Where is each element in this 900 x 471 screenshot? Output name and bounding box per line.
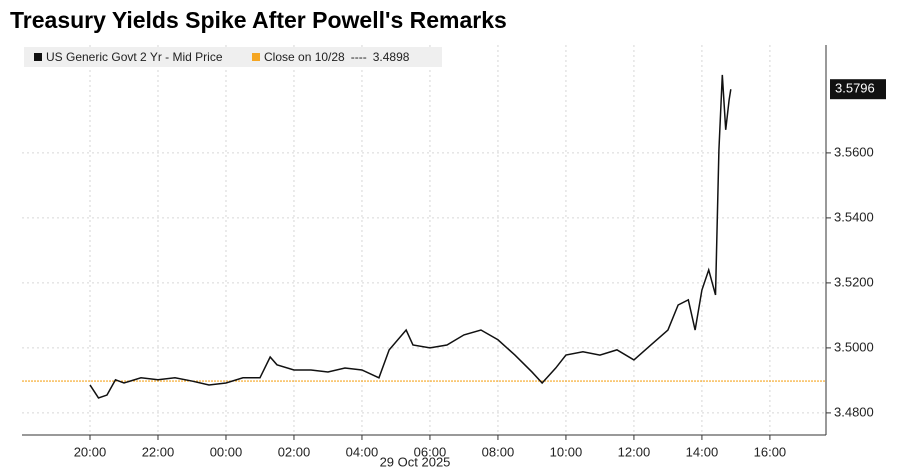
y-tick-label: 3.5400 [834,209,874,224]
legend-label: Close on 10/28 [264,50,345,64]
legend-value: 3.4898 [373,50,410,64]
series-line [89,74,732,399]
x-tick-label: 06:00 [414,444,447,459]
y-tick-label: 3.5200 [834,274,874,289]
x-tick-label: 14:00 [686,444,719,459]
x-sublabel: 29 Oct 2025 [380,454,451,469]
y-tick-label: 3.4800 [834,404,874,419]
legend-bg [24,47,442,67]
x-tick-label: 04:00 [346,444,379,459]
x-tick-label: 20:00 [74,444,107,459]
last-value-tag [830,79,886,100]
legend-swatch [252,53,260,61]
last-value-label: 3.5796 [835,81,875,96]
legend-separator: ---- [351,50,367,64]
legend-swatch [34,53,42,61]
y-tick-label: 3.5000 [834,339,874,354]
x-tick-label: 16:00 [754,444,787,459]
x-tick-label: 02:00 [278,444,311,459]
y-tick-label: 3.5600 [834,144,874,159]
legend-label: US Generic Govt 2 Yr - Mid Price [46,50,223,64]
chart-title: Treasury Yields Spike After Powell's Rem… [10,7,507,33]
x-tick-label: 12:00 [618,444,651,459]
x-tick-label: 22:00 [142,444,175,459]
x-tick-label: 00:00 [210,444,243,459]
x-tick-label: 10:00 [550,444,583,459]
x-tick-label: 08:00 [482,444,515,459]
